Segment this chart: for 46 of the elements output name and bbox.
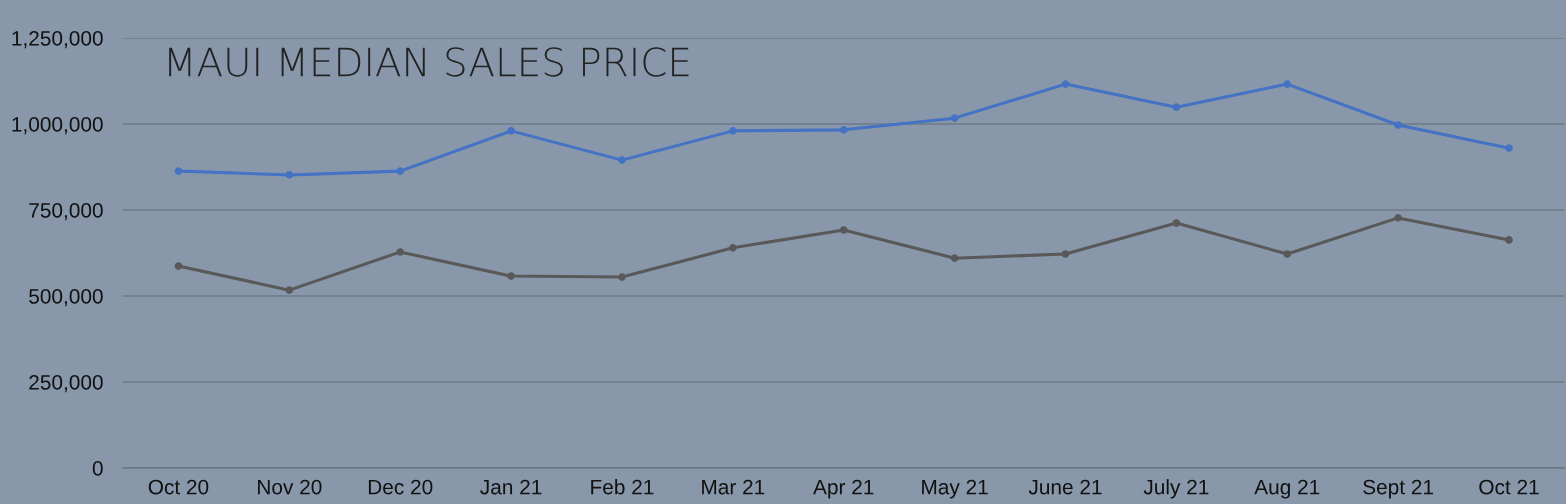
point <box>1283 250 1292 258</box>
point <box>1505 236 1513 244</box>
point <box>950 114 959 122</box>
x-tick-label: Aug 21 <box>1254 479 1320 499</box>
x-tick-label: Jan 21 <box>480 479 542 495</box>
point <box>1172 219 1181 227</box>
y-tick-label: 1,000,000 <box>12 117 103 135</box>
point <box>1061 80 1070 88</box>
point <box>1061 250 1070 258</box>
point <box>285 171 294 179</box>
point <box>396 248 405 256</box>
x-tick-label: June 21 <box>1028 479 1102 495</box>
x-tick-label: Feb 21 <box>591 479 654 495</box>
chart-title: MAUI MEDIAN SALES PRICE <box>169 47 689 77</box>
x-tick-label: Dec 20 <box>368 479 433 495</box>
point <box>1394 214 1402 222</box>
point <box>839 226 848 234</box>
x-tick-label: Sept 21 <box>1363 479 1434 499</box>
point <box>729 244 737 252</box>
x-tick-label: Oct 20 <box>148 479 209 495</box>
point <box>285 286 294 294</box>
y-tick-label: 250,000 <box>29 375 103 393</box>
x-tick-label: Apr 21 <box>813 479 874 499</box>
point <box>507 127 515 135</box>
y-tick-label: 0 <box>92 461 103 476</box>
point <box>729 127 737 135</box>
point <box>1505 144 1513 152</box>
point <box>1283 80 1292 88</box>
point <box>618 273 626 281</box>
point <box>507 272 515 280</box>
point <box>174 262 183 270</box>
y-tick-label: 500,000 <box>29 289 103 307</box>
point <box>1394 121 1402 129</box>
y-tick-label: 1,250,000 <box>12 31 103 49</box>
x-tick-label: Oct 21 <box>1479 479 1539 495</box>
point <box>1172 103 1181 111</box>
x-tick-label: May 21 <box>922 479 988 499</box>
y-tick-label: 750,000 <box>29 203 103 221</box>
point <box>174 167 183 175</box>
point <box>950 254 959 262</box>
x-tick-label: Nov 20 <box>258 479 322 495</box>
x-tick-label: Mar 21 <box>702 479 765 495</box>
point <box>839 126 848 134</box>
x-tick-label: July 21 <box>1143 479 1209 499</box>
point <box>396 167 405 175</box>
point <box>618 156 626 164</box>
